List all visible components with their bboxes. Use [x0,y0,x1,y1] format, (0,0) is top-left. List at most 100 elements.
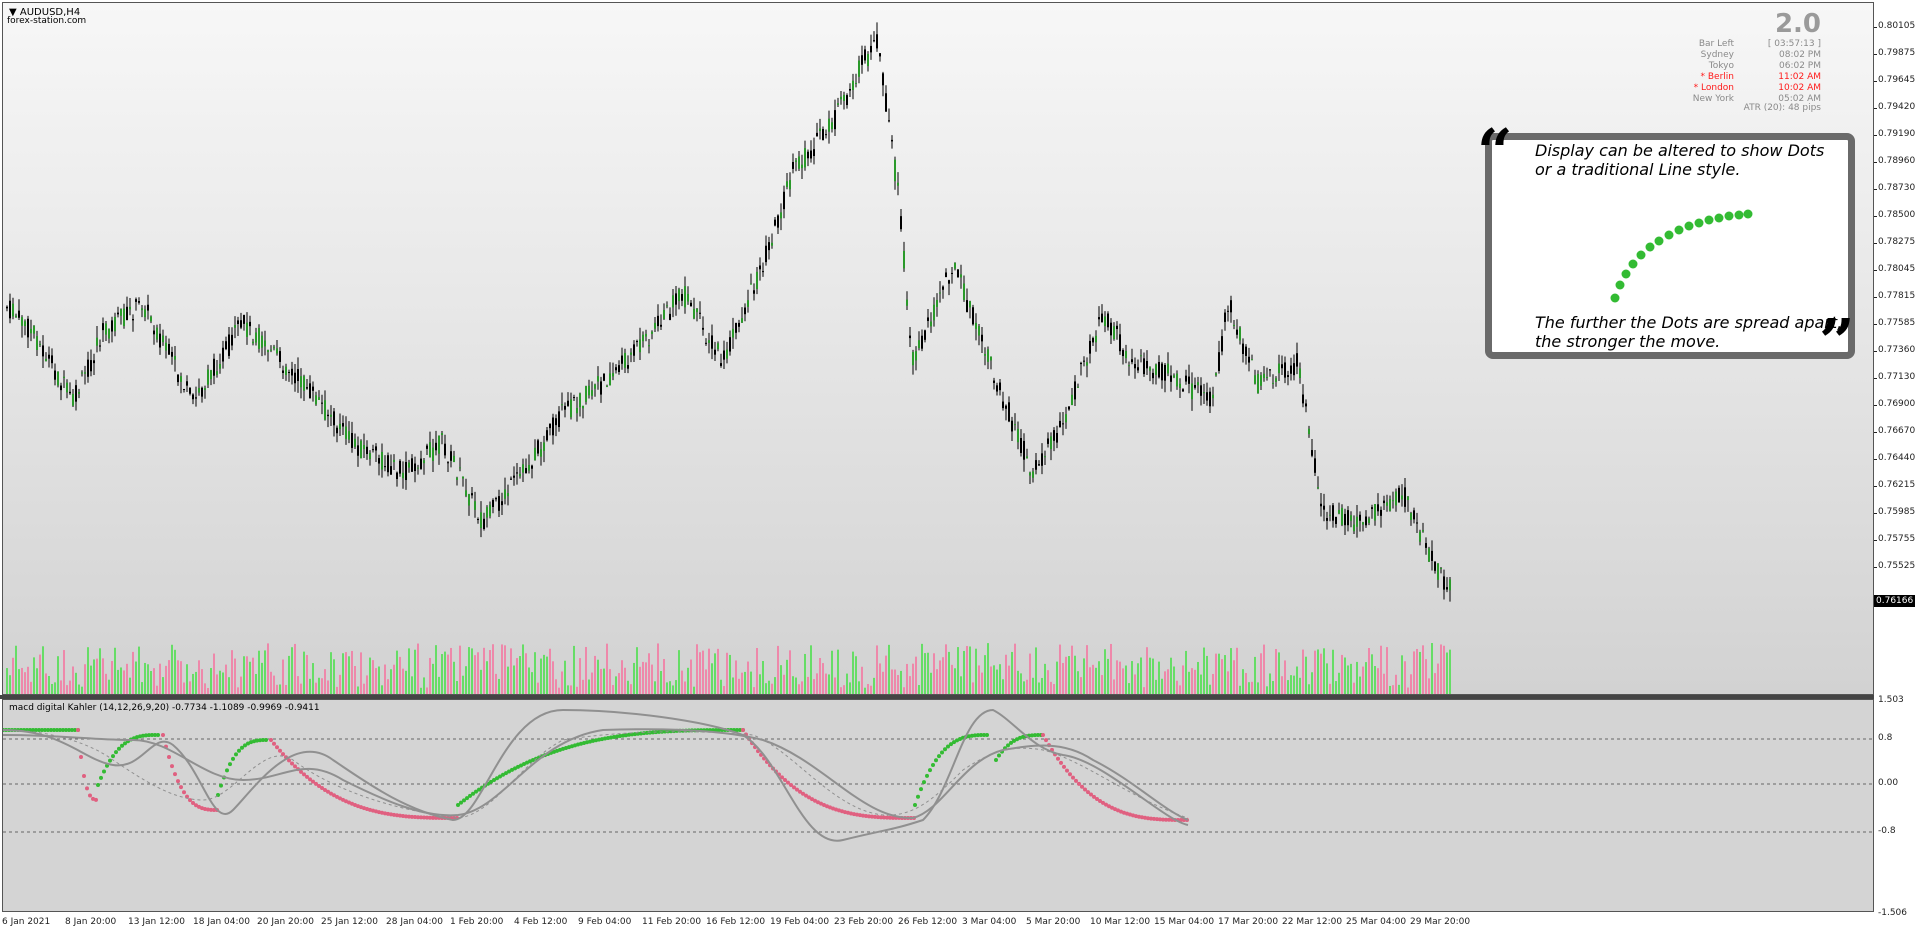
time-axis[interactable]: 6 Jan 2021 8 Jan 20:00 13 Jan 12:00 18 Jan … [0,912,1874,933]
macd-up-dot [1021,734,1025,739]
macd-indicator-pane[interactable]: macd digital Kahler (14,12,26,9,20) -0.7… [2,699,1874,912]
macd-down-dot [1077,781,1081,786]
macd-down-dot [1155,817,1159,822]
macd-up-dot [594,738,598,743]
price-chart-pane[interactable]: ▼ AUDUSD,H4 forex-station.com 2.0 Bar Le… [2,2,1874,695]
volume-bar [360,652,362,694]
macd-up-dot [949,742,953,747]
price-axis-tick: 0.77130 [1878,372,1916,382]
macd-down-dot [407,814,411,819]
macd-up-dot [946,744,950,749]
volume-bar [651,664,653,694]
macd-up-dot [913,803,917,807]
volume-bar [225,664,227,694]
price-axis[interactable]: 0.80105 0.79875 0.79645 0.79420 0.79190 0.789… [1874,0,1916,695]
macd-up-dot [34,728,38,732]
candle-body [807,151,809,159]
macd-down-dot [1143,815,1147,820]
symbol-label[interactable]: ▼ AUDUSD,H4 [9,7,80,18]
volume-bar [942,657,944,694]
volume-bar [831,650,833,694]
candle-body [909,335,911,339]
volume-bar [750,671,752,694]
volume-bar [261,662,263,694]
macd-down-dot [365,807,369,812]
candle-body [528,465,530,471]
candle-body [1308,428,1310,435]
candle-body [669,313,671,320]
macd-down-dot [801,791,805,796]
price-chart-canvas[interactable] [3,3,1874,695]
candle-body [1080,362,1082,365]
candle-body [1377,504,1379,512]
candle-body [99,345,101,347]
macd-axis[interactable]: 1.503 0.8 0.00 -0.8 -1.506 [1874,695,1916,918]
candle-body [447,462,449,464]
macd-up-dot [612,734,616,739]
macd-up-dot [264,738,268,743]
macd-down-dot [332,793,336,798]
volume-bar [1047,670,1049,694]
candle-body [69,391,71,394]
candle-body [87,359,89,377]
candle-body [1389,498,1391,511]
volume-bar [234,658,236,694]
candle-body [285,366,287,376]
candle-body [867,54,869,67]
price-axis-mark [1874,27,1877,28]
volume-bar [873,677,875,694]
volume-bar [441,654,443,694]
candle-body [348,431,350,440]
macd-up-dot [99,775,103,780]
macd-up-dot [579,741,583,746]
candle-body [903,251,905,269]
volume-bar [369,657,371,694]
candle-body [693,308,695,319]
volume-bar [1377,668,1379,694]
candle-body [645,333,647,337]
macd-down-dot [789,783,793,788]
macd-up-dot [73,728,77,732]
volume-bar [738,678,740,694]
candle-body [279,351,281,362]
candle-body [993,380,995,383]
candle-body [411,458,413,472]
candle-body [1068,406,1070,410]
candle-body [567,400,569,406]
candle-body [705,342,707,344]
candle-body [804,148,806,168]
volume-bar [141,682,143,694]
pane-separator[interactable] [0,695,1874,699]
volume-bar [1251,681,1253,694]
candle-body [243,315,245,324]
volume-bar [219,670,221,694]
macd-up-dot [997,753,1001,758]
candle-body [351,432,353,448]
macd-canvas[interactable] [3,700,1874,912]
macd-up-dot [1036,733,1040,738]
candle-body [1065,414,1067,423]
volume-bar [267,643,269,694]
volume-bar [885,655,887,694]
candle-body [1185,375,1187,382]
macd-up-dot [937,754,941,759]
candle-body [132,319,134,321]
candle-body [927,317,929,321]
candle-body [1356,516,1358,527]
volume-bar [618,673,620,694]
candle-body [441,433,443,436]
time-axis-tick: 8 Jan 20:00 [65,917,117,927]
volume-bar [828,674,830,694]
volume-bar [969,646,971,694]
dropdown-triangle-icon[interactable]: ▼ [9,7,17,18]
candle-body [354,438,356,447]
volume-bar [456,681,458,694]
macd-up-dot [55,728,59,732]
callout-box: “ ” Display can be altered to show Dots … [1477,121,1855,373]
volume-bar [1170,657,1172,694]
volume-bar [1341,654,1343,694]
volume-bar [1299,677,1301,694]
candle-body [981,334,983,342]
macd-up-dot [603,736,607,741]
